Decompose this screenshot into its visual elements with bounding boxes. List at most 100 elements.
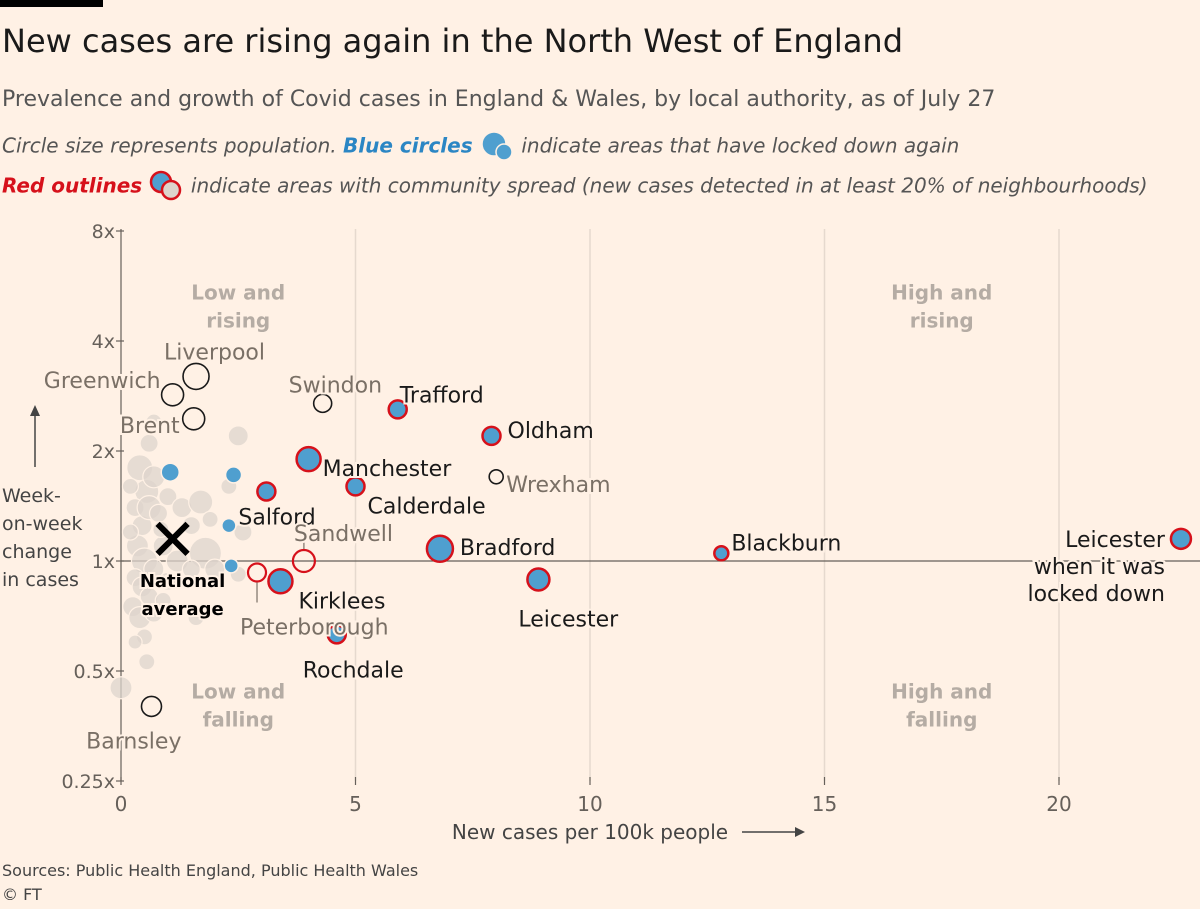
point-leicester-lockdown bbox=[1169, 527, 1193, 551]
local-authority-point bbox=[121, 523, 139, 541]
chart-subtitle: Prevalence and growth of Covid cases in … bbox=[2, 87, 996, 112]
quadrant-label: Low and bbox=[191, 680, 285, 704]
label-salford: Salford bbox=[238, 505, 315, 530]
label-peterborough: Peterborough bbox=[240, 616, 389, 641]
local-authority-point bbox=[181, 559, 201, 579]
x-tick-label: 0 bbox=[115, 792, 128, 816]
legend-note-size-text: Circle size represents population. bbox=[2, 133, 344, 158]
point-kirklees bbox=[267, 568, 294, 595]
label-swindon: Swindon bbox=[289, 373, 382, 398]
x-axis-arrow-head bbox=[795, 827, 805, 837]
y-tick-label: 8x bbox=[92, 221, 115, 243]
local-authority-point bbox=[201, 510, 219, 528]
legend-red-label: Red outlines bbox=[2, 173, 143, 198]
point-calderdale bbox=[345, 476, 366, 497]
point-wrexham bbox=[488, 468, 505, 485]
label-oldham: Oldham bbox=[508, 419, 594, 444]
label-bradford: Bradford bbox=[460, 536, 555, 561]
point-peterborough bbox=[246, 562, 268, 583]
y-axis-label-line: change bbox=[2, 541, 72, 563]
point-leicester bbox=[526, 567, 551, 592]
label-greenwich: Greenwich bbox=[44, 369, 161, 394]
local-authority-point bbox=[121, 477, 139, 496]
point-barnsley bbox=[140, 695, 163, 718]
legend-blue-text: indicate areas that have locked down aga… bbox=[515, 133, 960, 158]
y-axis-label-line: on-week bbox=[2, 513, 82, 535]
ft-top-bar bbox=[0, 0, 103, 7]
y-tick-label: 1x bbox=[92, 551, 115, 573]
label-liverpool: Liverpool bbox=[164, 340, 265, 365]
local-authority-point bbox=[148, 503, 169, 523]
quadrant-label: rising bbox=[910, 308, 974, 332]
label-manchester: Manchester bbox=[323, 457, 453, 482]
point-manchester bbox=[295, 445, 322, 473]
point-blackburn bbox=[713, 545, 730, 562]
local-authority-point bbox=[158, 571, 178, 591]
local-authority-point bbox=[127, 634, 143, 650]
locked-down-point bbox=[223, 558, 239, 574]
local-authority-point bbox=[187, 609, 205, 627]
legend-note-size: Circle size represents population. Blue … bbox=[2, 129, 959, 165]
label-leicester-lockdown-line: Leicester bbox=[1065, 528, 1166, 553]
local-authority-point bbox=[109, 676, 133, 700]
y-tick-label: 0.5x bbox=[74, 661, 115, 683]
point-brent bbox=[181, 406, 206, 431]
point-bradford bbox=[425, 534, 455, 564]
y-axis-label-line: in cases bbox=[2, 569, 79, 591]
label-leicester-lockdown-line: locked down bbox=[1027, 582, 1164, 607]
local-authority-point bbox=[138, 653, 156, 671]
y-axis-arrow-head bbox=[30, 405, 40, 416]
label-trafford: Trafford bbox=[399, 383, 484, 408]
y-tick-label: 2x bbox=[92, 441, 115, 463]
y-tick-label: 4x bbox=[92, 331, 115, 353]
point-rochdale bbox=[326, 624, 347, 645]
locked-down-point bbox=[221, 517, 237, 534]
x-tick-label: 20 bbox=[1046, 792, 1071, 816]
x-axis-label: New cases per 100k people bbox=[452, 820, 728, 844]
quadrant-label: High and bbox=[891, 680, 992, 704]
point-greenwich bbox=[160, 382, 185, 407]
label-rochdale: Rochdale bbox=[303, 658, 404, 683]
national-average-label: National bbox=[140, 571, 225, 592]
quadrant-label: falling bbox=[203, 708, 274, 732]
label-wrexham: Wrexham bbox=[506, 473, 610, 498]
local-authority-point bbox=[188, 489, 214, 515]
label-barnsley: Barnsley bbox=[86, 729, 181, 754]
point-oldham bbox=[481, 425, 502, 447]
local-authority-point bbox=[233, 522, 253, 542]
national-average-marker bbox=[155, 521, 190, 556]
point-sandwell bbox=[291, 548, 317, 574]
quadrant-label: High and bbox=[891, 280, 992, 304]
label-brent: Brent bbox=[120, 414, 180, 439]
point-swindon bbox=[312, 393, 333, 414]
local-authority-point bbox=[144, 603, 164, 623]
x-tick-label: 5 bbox=[349, 792, 362, 816]
label-leicester: Leicester bbox=[518, 607, 619, 632]
point-trafford bbox=[387, 399, 408, 420]
quadrant-label: rising bbox=[206, 308, 270, 332]
local-authority-point bbox=[158, 487, 178, 507]
quadrant-label: Low and bbox=[191, 280, 285, 304]
quadrant-label: falling bbox=[906, 708, 977, 732]
local-authority-point bbox=[143, 558, 165, 580]
local-authority-point bbox=[227, 425, 249, 447]
local-authority-point bbox=[139, 433, 159, 453]
local-authority-point bbox=[154, 591, 172, 610]
locked-down-point bbox=[224, 466, 243, 484]
blue-circles-icon bbox=[481, 131, 513, 161]
copyright-note: © FT bbox=[2, 885, 42, 904]
label-leicester-lockdown-line: when it was bbox=[1034, 555, 1165, 580]
y-tick-label: 0.25x bbox=[61, 771, 115, 793]
legend-note-outline: Red outlines indicate areas with communi… bbox=[2, 170, 1148, 204]
x-tick-label: 10 bbox=[577, 792, 602, 816]
label-calderdale: Calderdale bbox=[368, 494, 486, 519]
legend-red-text: indicate areas with community spread (ne… bbox=[184, 173, 1148, 198]
label-blackburn: Blackburn bbox=[731, 531, 841, 556]
label-kirklees: Kirklees bbox=[298, 589, 385, 614]
label-sandwell: Sandwell bbox=[294, 522, 393, 547]
point-salford bbox=[256, 481, 277, 502]
legend-blue-label: Blue circles bbox=[343, 133, 473, 158]
point-liverpool bbox=[182, 362, 210, 391]
local-authority-point bbox=[145, 413, 163, 431]
x-tick-label: 15 bbox=[812, 792, 837, 816]
